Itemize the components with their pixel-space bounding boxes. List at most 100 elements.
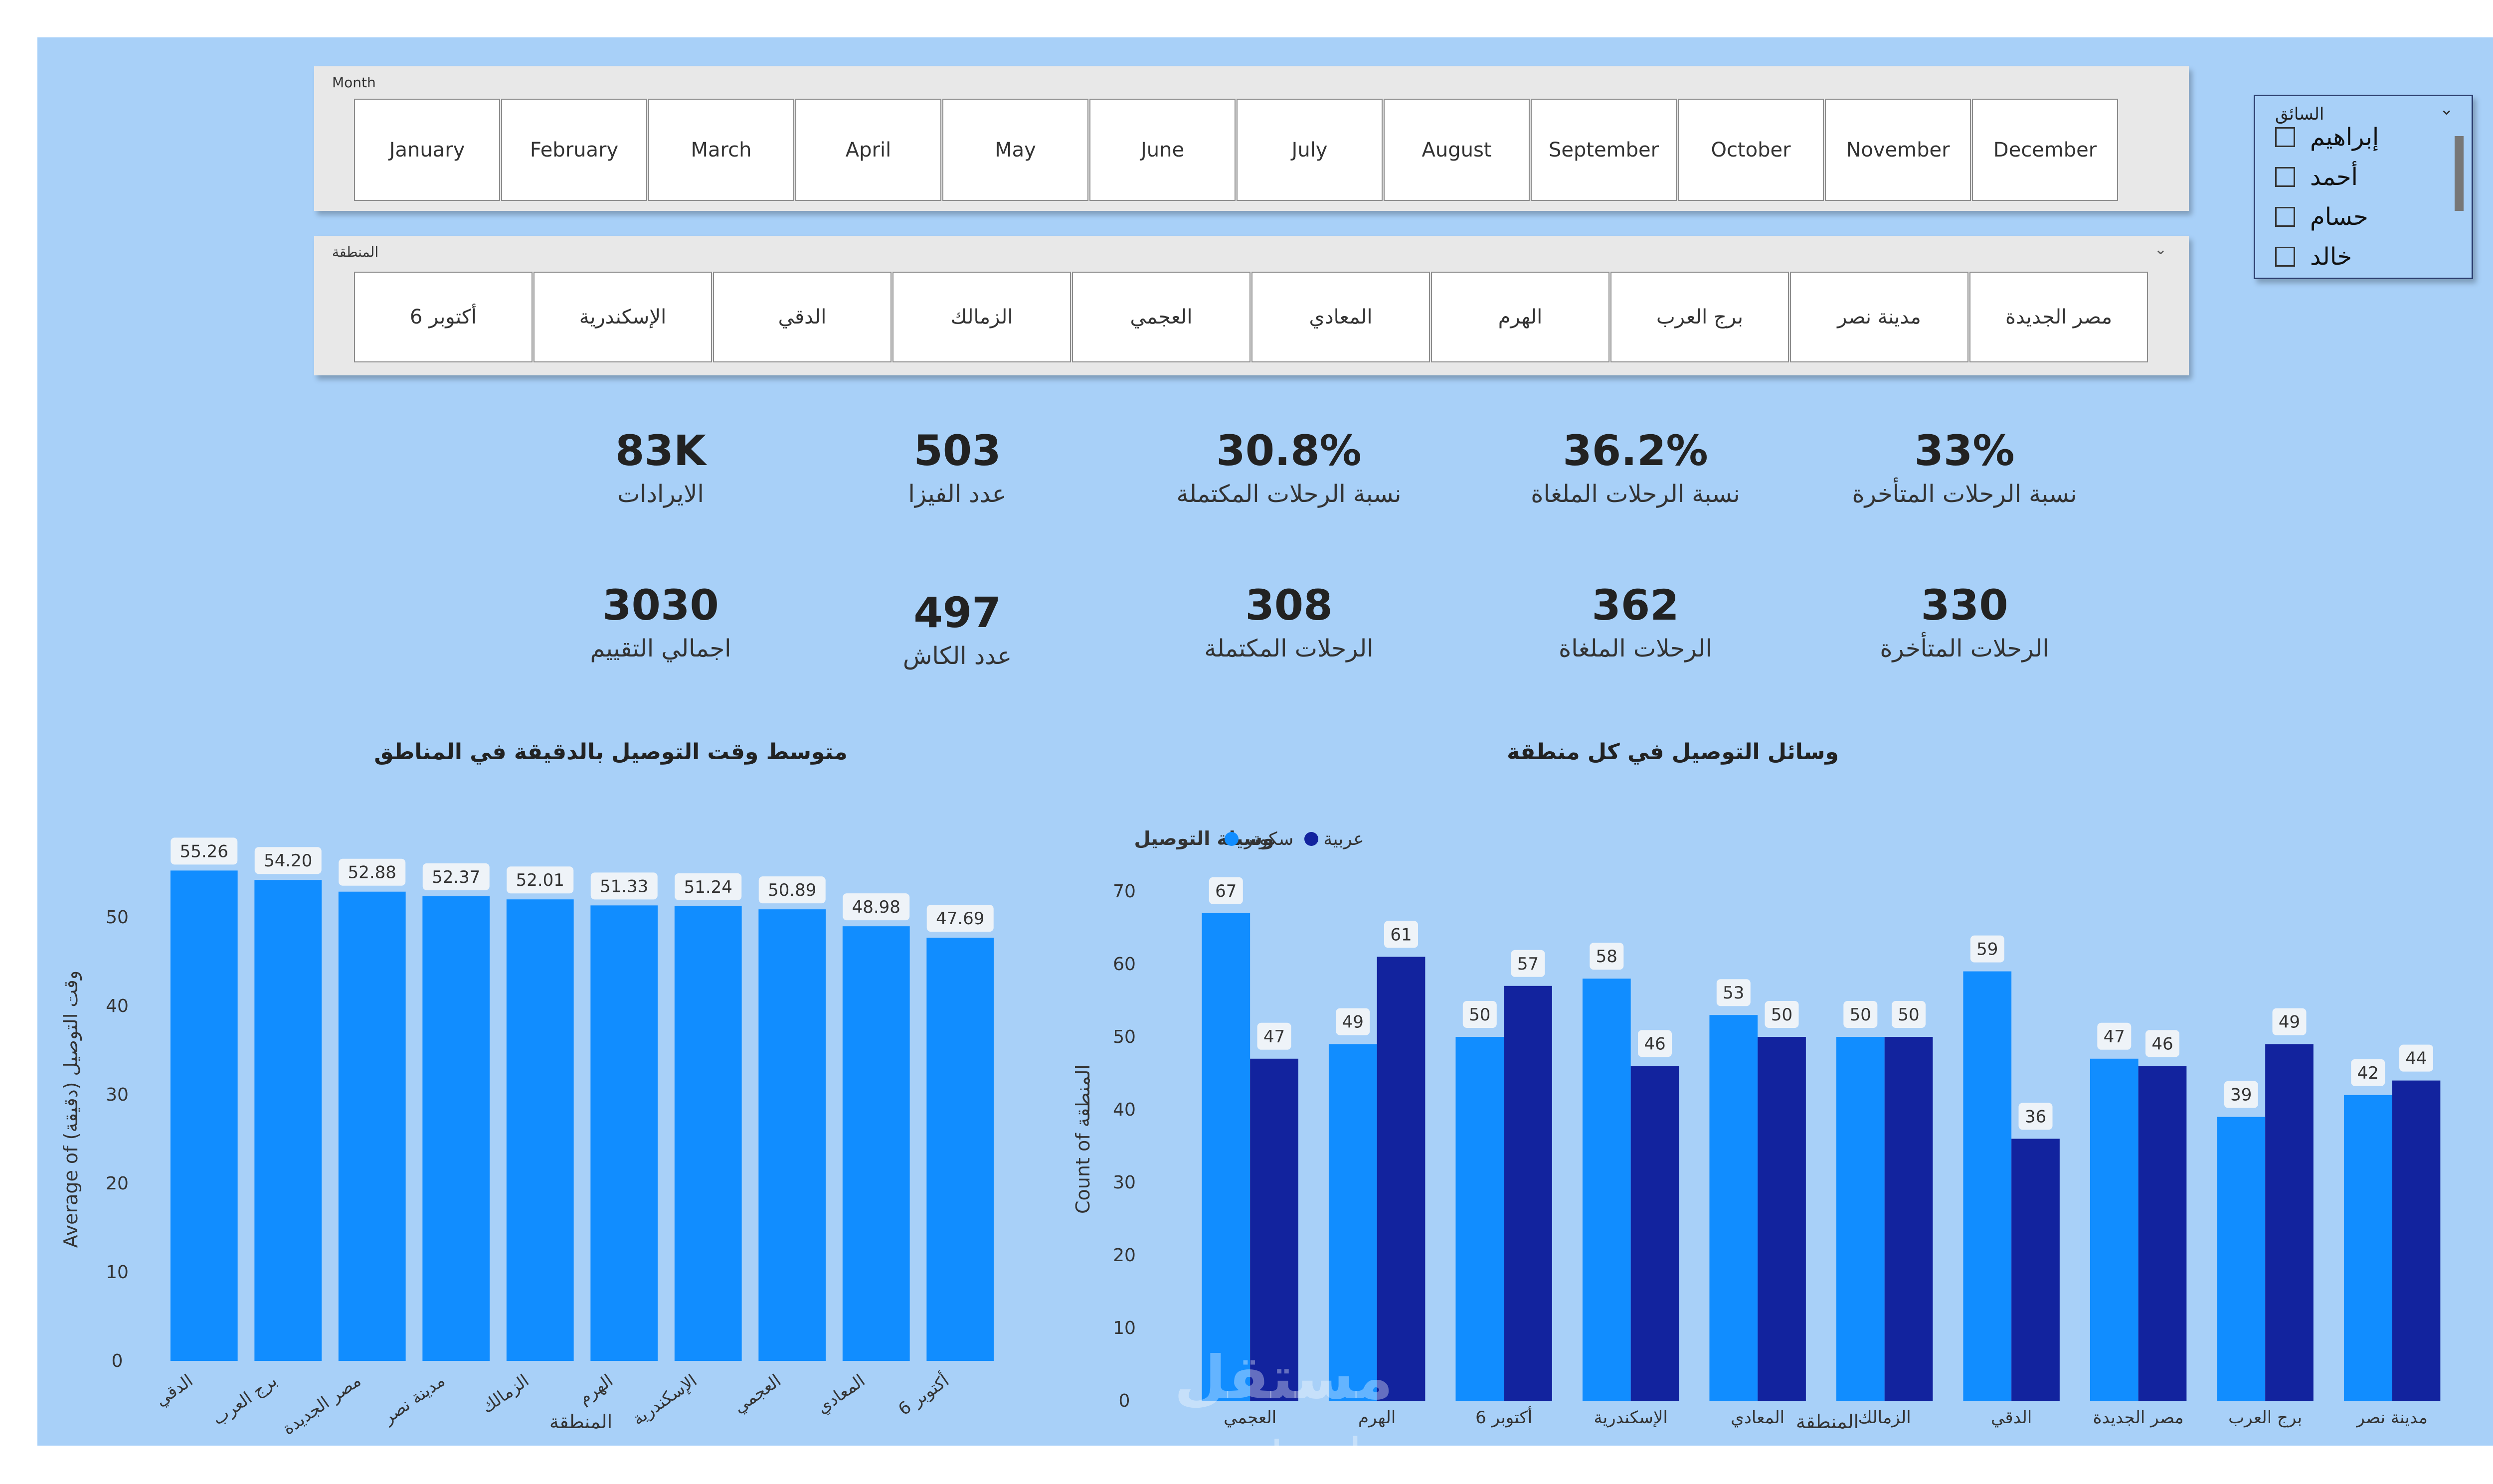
- bar: [674, 906, 742, 1361]
- checkbox[interactable]: [2275, 207, 2295, 227]
- checkbox[interactable]: [2275, 167, 2295, 187]
- month-tile[interactable]: July: [1237, 99, 1383, 201]
- kpi-label: الايرادات: [617, 480, 704, 508]
- y-tick-label: 20: [106, 1173, 129, 1194]
- x-tick-label: أكتوبر 6: [1475, 1406, 1532, 1428]
- month-tile[interactable]: January: [354, 99, 500, 201]
- avg-delivery-chart: 0 10 20 30 40 50 55.26 الدقي 54.20 برج العرب 52.88…: [60, 837, 994, 1439]
- month-tile[interactable]: October: [1678, 99, 1824, 201]
- bar: [590, 905, 658, 1361]
- region-tile[interactable]: الزمالك: [892, 272, 1071, 362]
- bar: [254, 880, 322, 1361]
- y-tick-label: 30: [1113, 1172, 1136, 1193]
- data-label: 58: [1596, 947, 1617, 967]
- x-tick-label: المعادي: [1731, 1408, 1784, 1428]
- kpi-value: 503: [913, 426, 1001, 475]
- region-tile[interactable]: مدينة نصر: [1790, 272, 1968, 362]
- chevron-down-icon[interactable]: ⌄: [2154, 241, 2167, 258]
- data-label-box: [2224, 1081, 2258, 1108]
- data-label-box: [926, 905, 994, 932]
- region-tile[interactable]: الدقي: [713, 272, 891, 362]
- kpi-label: نسبة الرحلات المتأخرة: [1852, 480, 2077, 508]
- y-tick-label: 10: [1113, 1318, 1136, 1338]
- month-tile[interactable]: April: [795, 99, 941, 201]
- driver-slicer: السائق ⌄ إبراهيم أحمد حسام خالد: [2254, 95, 2473, 279]
- driver-option[interactable]: حسام: [2275, 202, 2368, 232]
- kpi-card: 83K الايرادات: [511, 426, 810, 508]
- kpi-value: 36.2%: [1563, 426, 1708, 475]
- data-label: 47: [1263, 1027, 1285, 1047]
- data-label-box: [2351, 1059, 2385, 1086]
- x-tick-label: العجمي: [1224, 1408, 1276, 1428]
- x-tick-label: الإسكندرية: [629, 1371, 701, 1430]
- bar: [2217, 1117, 2266, 1401]
- driver-option-label: خالد: [2310, 243, 2352, 271]
- data-label-box: [1716, 979, 1751, 1006]
- driver-option[interactable]: إبراهيم: [2275, 122, 2379, 152]
- kpi-label: عدد الفيزا: [908, 480, 1007, 508]
- month-tile[interactable]: September: [1531, 99, 1677, 201]
- kpi-label: نسبة الرحلات الملغاة: [1531, 480, 1740, 508]
- region-tile[interactable]: برج العرب: [1610, 272, 1789, 362]
- data-label: 52.01: [516, 870, 564, 890]
- watermark-url: mostaql.com: [1169, 1428, 1479, 1484]
- bar: [2265, 1044, 2314, 1401]
- kpi-card: 308 الرحلات المكتملة: [1139, 581, 1438, 662]
- month-tile[interactable]: May: [942, 99, 1088, 201]
- x-tick-label: مدينة نصر: [2355, 1408, 2428, 1428]
- data-label-box: [675, 873, 742, 900]
- x-axis-title: المنطقة: [1796, 1411, 1859, 1433]
- checkbox[interactable]: [2275, 247, 2295, 267]
- region-tile[interactable]: أكتوبر 6: [354, 272, 533, 362]
- bar: [1455, 1037, 1504, 1401]
- month-tile[interactable]: August: [1384, 99, 1530, 201]
- month-tile[interactable]: November: [1825, 99, 1971, 201]
- region-tile[interactable]: مصر الجديدة: [1969, 272, 2148, 362]
- x-tick-label: المعادي: [813, 1371, 869, 1418]
- month-tile[interactable]: March: [648, 99, 794, 201]
- driver-option[interactable]: خالد: [2275, 242, 2352, 272]
- y-tick-label: 0: [1119, 1391, 1130, 1411]
- driver-option-label: أحمد: [2310, 163, 2358, 191]
- chart-title-delivery-modes: وسائل التوصيل في كل منطقة: [1507, 739, 1839, 765]
- data-label: 51.33: [600, 876, 648, 896]
- month-tile[interactable]: June: [1089, 99, 1236, 201]
- y-tick-label: 50: [106, 907, 129, 928]
- scrollbar[interactable]: [2455, 136, 2464, 211]
- x-tick-label: الإسكندرية: [1594, 1408, 1667, 1428]
- data-label: 50: [1771, 1005, 1792, 1025]
- x-tick-label: الزمالك: [478, 1371, 533, 1418]
- y-tick-label: 10: [106, 1262, 129, 1283]
- driver-slicer-title: السائق: [2275, 104, 2324, 124]
- data-label: 48.98: [852, 897, 900, 917]
- region-tile[interactable]: الإسكندرية: [534, 272, 712, 362]
- data-label: 53: [1723, 983, 1744, 1003]
- month-tile[interactable]: December: [1972, 99, 2118, 201]
- kpi-value: 497: [913, 588, 1001, 637]
- data-label: 49: [1342, 1012, 1364, 1032]
- bar: [1377, 957, 1425, 1401]
- data-label-box: [2097, 1022, 2132, 1050]
- region-tiles: أكتوبر 6 الإسكندرية الدقي الزمالك العجمي المع…: [354, 272, 2149, 362]
- x-tick-label: الهرم: [1358, 1408, 1396, 1428]
- y-tick-label: 20: [1113, 1245, 1136, 1266]
- x-tick-label: أكتوبر 6: [894, 1369, 953, 1420]
- driver-option-label: حسام: [2310, 203, 2368, 231]
- kpi-label: الرحلات المكتملة: [1204, 635, 1374, 662]
- data-label: 46: [1644, 1034, 1665, 1054]
- kpi-label: الرحلات المتأخرة: [1880, 635, 2049, 662]
- region-tile[interactable]: المعادي: [1251, 272, 1430, 362]
- checkbox[interactable]: [2275, 127, 2295, 147]
- bar: [1202, 913, 1250, 1401]
- data-label-box: [1970, 935, 2004, 963]
- data-label-box: [1590, 943, 1624, 970]
- data-label-box: [758, 876, 826, 904]
- region-tile[interactable]: العجمي: [1072, 272, 1250, 362]
- region-tile[interactable]: الهرم: [1431, 272, 1609, 362]
- chevron-down-icon[interactable]: ⌄: [2439, 99, 2454, 119]
- data-label: 52.37: [432, 867, 480, 887]
- driver-option[interactable]: أحمد: [2275, 162, 2358, 192]
- month-tile[interactable]: February: [501, 99, 647, 201]
- data-label: 39: [2230, 1085, 2252, 1105]
- data-label: 52.88: [348, 863, 396, 883]
